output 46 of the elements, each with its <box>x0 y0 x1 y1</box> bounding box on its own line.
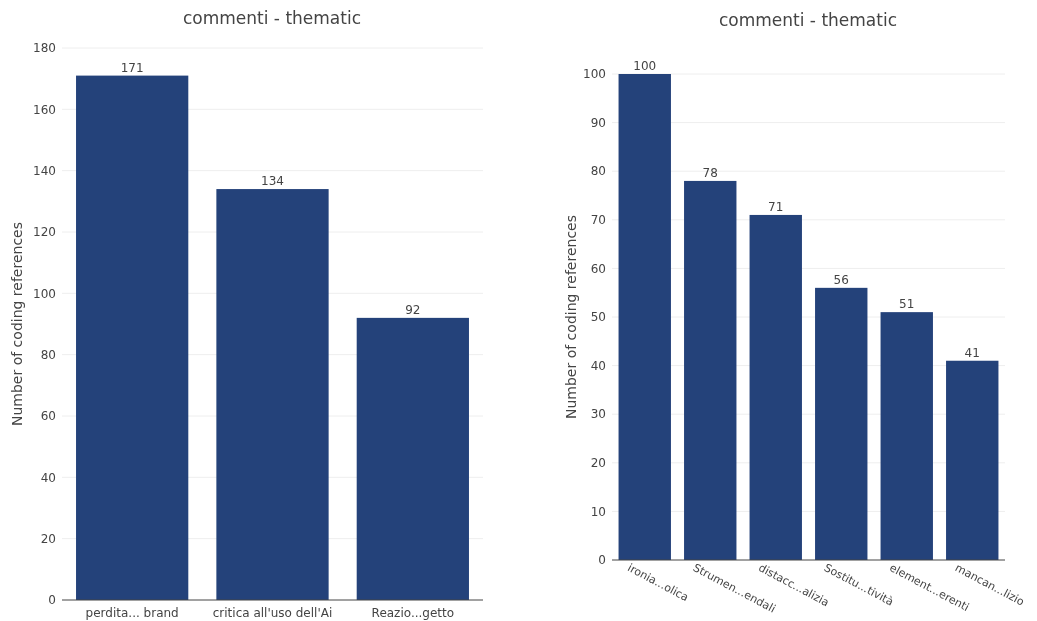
y-tick-label: 140 <box>33 163 56 178</box>
y-axis-title: Number of coding references <box>563 214 579 420</box>
y-tick-label: 50 <box>590 310 606 325</box>
y-tick-label: 160 <box>33 102 56 117</box>
data-label: 71 <box>768 199 784 214</box>
y-tick-label: 10 <box>590 504 606 519</box>
y-tick-label: 40 <box>40 470 56 485</box>
y-tick-label: 70 <box>590 213 606 227</box>
y-tick-label: 0 <box>48 593 56 608</box>
bar <box>618 74 671 560</box>
y-tick-label: 100 <box>33 286 56 301</box>
y-tick-label: 80 <box>40 347 56 362</box>
bar <box>684 180 737 560</box>
data-label: 41 <box>964 345 980 360</box>
x-tick-label: critica all'uso dell'Ai <box>212 606 333 620</box>
bar <box>216 189 329 600</box>
y-tick-label: 60 <box>40 409 56 424</box>
y-tick-label: 40 <box>590 358 606 373</box>
data-label: 78 <box>702 165 718 180</box>
data-label: 134 <box>261 174 284 189</box>
data-label: 171 <box>120 60 144 75</box>
y-tick-label: 30 <box>590 407 606 422</box>
bar <box>749 214 802 560</box>
data-label: 56 <box>833 272 849 287</box>
y-tick-label: 120 <box>33 225 56 240</box>
y-tick-label: 20 <box>40 531 56 546</box>
chart-title: commenti - thematic <box>718 10 898 30</box>
chart-title: commenti - thematic <box>182 8 362 28</box>
y-tick-label: 180 <box>33 41 56 56</box>
y-tick-label: 60 <box>590 261 606 276</box>
bar <box>946 360 999 560</box>
bar <box>356 317 469 600</box>
x-tick-label: Reazio...getto <box>371 606 455 620</box>
bar <box>815 287 868 560</box>
y-tick-label: 90 <box>590 115 606 130</box>
bar <box>76 75 189 600</box>
y-tick-label: 0 <box>598 553 606 568</box>
data-label: 92 <box>405 302 421 317</box>
y-axis-title: Number of coding references <box>9 221 25 427</box>
x-tick-label: perdita... brand <box>85 606 179 620</box>
data-label: 100 <box>633 59 657 73</box>
data-label: 51 <box>899 297 915 312</box>
y-tick-label: 20 <box>590 456 606 470</box>
bar <box>880 312 933 560</box>
y-tick-label: 100 <box>583 67 606 82</box>
y-tick-label: 80 <box>590 164 606 179</box>
